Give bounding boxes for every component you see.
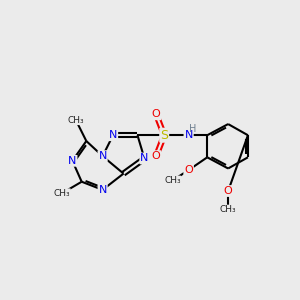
Text: O: O [152,151,161,161]
Text: CH₃: CH₃ [54,189,70,198]
Text: O: O [152,109,161,119]
Text: N: N [184,130,193,140]
Text: N: N [98,185,107,195]
Text: CH₃: CH₃ [68,116,84,124]
Text: CH₃: CH₃ [220,205,236,214]
Text: N: N [98,151,107,161]
Text: O: O [224,186,233,196]
Text: N: N [109,130,117,140]
Text: S: S [160,129,168,142]
Text: H: H [189,124,196,134]
Text: CH₃: CH₃ [164,176,181,185]
Text: N: N [140,154,148,164]
Text: O: O [184,165,193,175]
Text: N: N [68,156,76,166]
